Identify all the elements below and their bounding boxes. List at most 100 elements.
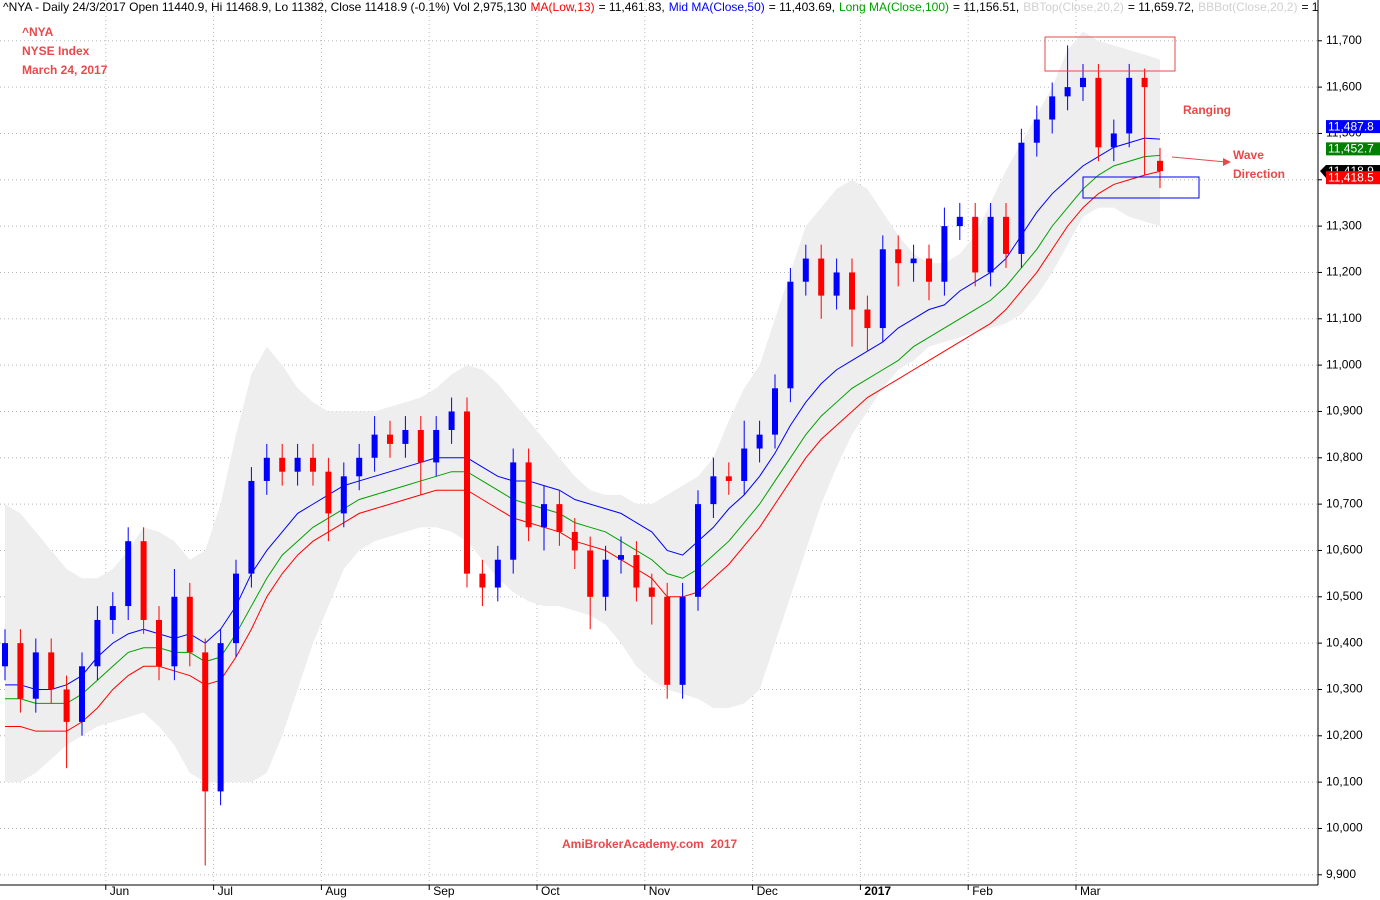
candle-body bbox=[987, 216, 994, 273]
header-text: ^NYA - Daily 24/3/2017 Open 11440.9, Hi … bbox=[3, 0, 527, 14]
ma-line bbox=[5, 137, 1161, 690]
candle-body bbox=[849, 272, 855, 310]
candle-body bbox=[772, 388, 778, 435]
candle-body bbox=[587, 550, 594, 597]
candle-body bbox=[448, 411, 455, 430]
y-tick-label: 10,900 bbox=[1326, 404, 1363, 418]
candle-body bbox=[433, 429, 440, 463]
price-badge bbox=[1326, 142, 1380, 156]
legend-value: = 11,403.69, bbox=[769, 0, 835, 14]
x-tick-label: 2017 bbox=[864, 884, 891, 898]
legend-value: = 11,461.83, bbox=[599, 0, 665, 14]
support-box bbox=[1082, 176, 1200, 199]
candle-body bbox=[248, 480, 255, 574]
annotation: AmiBrokerAcademy.com 2017 bbox=[562, 837, 738, 851]
ranging-box bbox=[1044, 36, 1176, 72]
arrow-line bbox=[1171, 156, 1227, 163]
candle-body bbox=[1157, 160, 1163, 172]
x-tick-label: Sep bbox=[433, 884, 455, 898]
price-badge bbox=[1326, 120, 1380, 134]
candle-body bbox=[109, 606, 116, 620]
candle-body bbox=[294, 457, 301, 472]
y-tick-label: 11,000 bbox=[1326, 357, 1362, 371]
candle-body bbox=[741, 448, 748, 481]
candle-body bbox=[1110, 133, 1117, 148]
x-tick-label: Aug bbox=[325, 884, 346, 898]
candle-body bbox=[710, 476, 717, 505]
candle-body bbox=[602, 559, 609, 597]
candle-body bbox=[356, 457, 363, 477]
candle-body bbox=[17, 643, 24, 699]
candle-body bbox=[1033, 119, 1040, 143]
candle-body bbox=[79, 666, 85, 722]
candle-body bbox=[1095, 77, 1102, 148]
candle-body bbox=[725, 476, 732, 481]
candle-body bbox=[1003, 216, 1009, 254]
badge-pointer bbox=[1320, 165, 1326, 179]
legend-entry: BBBot(Close,20,2) bbox=[1198, 0, 1297, 14]
candle-body bbox=[202, 652, 209, 792]
candle-body bbox=[525, 462, 532, 528]
candle-body bbox=[279, 457, 286, 472]
candle-body bbox=[1018, 142, 1025, 254]
y-tick-label: 10,800 bbox=[1326, 450, 1363, 464]
y-tick-label: 11,300 bbox=[1326, 218, 1362, 232]
candle-body bbox=[956, 216, 963, 227]
y-tick-label: 11,200 bbox=[1326, 265, 1362, 279]
candle-body bbox=[895, 249, 902, 264]
y-tick-label: 10,700 bbox=[1326, 496, 1363, 510]
y-tick-label: 10,200 bbox=[1326, 728, 1363, 742]
legend-value: = 11,659.72, bbox=[1128, 0, 1194, 14]
candle-body bbox=[541, 504, 547, 528]
candle-body bbox=[217, 643, 224, 792]
annotation: Ranging bbox=[1183, 103, 1231, 117]
candle-body bbox=[371, 434, 378, 458]
legend-value: = 11,156.51, bbox=[953, 0, 1019, 14]
y-tick-label: 10,600 bbox=[1326, 543, 1363, 557]
candle-body bbox=[802, 258, 809, 282]
candle-body bbox=[679, 596, 686, 685]
x-tick-label: Mar bbox=[1080, 884, 1101, 898]
candle-body bbox=[402, 429, 409, 444]
legend-entry: MA(Low,13) bbox=[531, 0, 595, 14]
candle-body bbox=[325, 471, 332, 514]
x-tick-label: Dec bbox=[757, 884, 778, 898]
candle-body bbox=[156, 619, 162, 667]
legend-entry: Long MA(Close,100) bbox=[839, 0, 949, 14]
y-tick-label: 11,700 bbox=[1326, 33, 1362, 47]
candle-body bbox=[972, 216, 979, 273]
candle-body bbox=[618, 555, 624, 560]
candle-body bbox=[171, 596, 178, 667]
annotation: March 24, 2017 bbox=[22, 63, 108, 77]
candle-body bbox=[833, 272, 840, 296]
y-tick-label: 11,600 bbox=[1326, 79, 1362, 93]
x-tick-label: Feb bbox=[972, 884, 993, 898]
candle-body bbox=[879, 249, 886, 329]
candle-body bbox=[510, 462, 517, 560]
x-tick-label: Jul bbox=[218, 884, 233, 898]
badge-label: 11,418.5 bbox=[1328, 170, 1374, 184]
x-tick-label: Jun bbox=[110, 884, 129, 898]
candle-body bbox=[417, 429, 424, 463]
y-tick-label: 10,000 bbox=[1326, 821, 1363, 835]
annotation: Wave bbox=[1233, 148, 1264, 162]
arrow-head bbox=[1223, 158, 1231, 166]
candle-body bbox=[479, 573, 486, 588]
candle-body bbox=[648, 587, 655, 597]
candle-body bbox=[910, 258, 917, 264]
candle-body bbox=[233, 573, 239, 644]
legend-value: = 1 bbox=[1301, 0, 1318, 14]
candle-body bbox=[1126, 77, 1133, 134]
plot-area bbox=[0, 0, 1318, 885]
candle-body bbox=[633, 555, 640, 588]
candle-body bbox=[494, 559, 501, 588]
candle-body bbox=[926, 258, 932, 282]
candle-body bbox=[864, 309, 871, 329]
candle-body bbox=[1080, 77, 1086, 88]
badge-label: 11,487.8 bbox=[1328, 119, 1374, 133]
x-tick-label: Nov bbox=[649, 884, 670, 898]
candle-body bbox=[1064, 87, 1071, 97]
candle-body bbox=[941, 226, 948, 282]
price-badge bbox=[1326, 171, 1380, 185]
